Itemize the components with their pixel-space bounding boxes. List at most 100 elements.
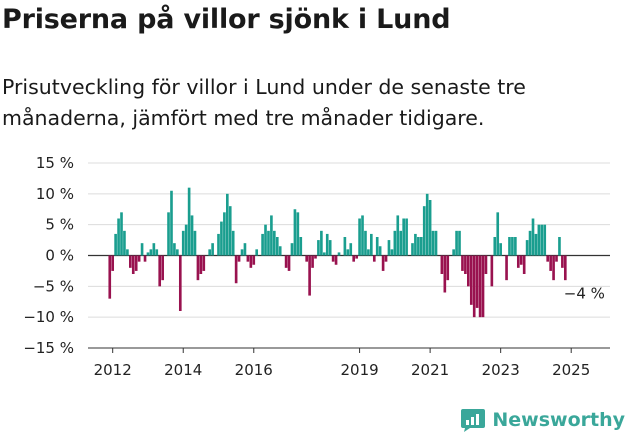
- bar: [202, 255, 206, 271]
- bar: [120, 212, 123, 256]
- bar: [446, 255, 450, 281]
- bar: [196, 255, 200, 281]
- bar: [519, 255, 523, 265]
- bar: [264, 224, 267, 256]
- bar: [287, 255, 291, 271]
- bar: [493, 237, 497, 256]
- bar: [496, 212, 500, 256]
- bar: [143, 255, 147, 262]
- bar: [123, 230, 126, 256]
- x-tick-label: 2012: [94, 361, 132, 379]
- y-tick-label: 10 %: [36, 185, 74, 203]
- bar: [261, 233, 264, 256]
- bar: [234, 255, 238, 284]
- bar: [334, 255, 338, 265]
- bar: [558, 237, 561, 256]
- y-tick-label: 5 %: [45, 216, 74, 234]
- y-tick-label: −10 %: [23, 308, 74, 326]
- bar: [337, 252, 341, 256]
- bar: [484, 255, 488, 274]
- bar: [399, 230, 403, 256]
- bar: [455, 230, 458, 256]
- bar: [464, 255, 467, 274]
- bar: [225, 193, 229, 256]
- bar: [178, 255, 182, 311]
- bar: [511, 237, 514, 256]
- bar: [381, 255, 385, 271]
- bar: [402, 218, 405, 256]
- bar: [555, 255, 558, 262]
- bar: [370, 233, 373, 256]
- bar: [223, 212, 226, 256]
- bar: [522, 255, 526, 274]
- bar: [372, 255, 376, 262]
- bar: [275, 237, 279, 256]
- bar: [417, 237, 420, 256]
- bar: [328, 240, 332, 256]
- bar: [126, 249, 129, 256]
- bar: [434, 230, 438, 256]
- bar: [246, 255, 250, 262]
- bar: [237, 255, 241, 262]
- bar: [469, 255, 473, 305]
- bar: [146, 252, 150, 256]
- bar: [390, 249, 394, 256]
- bar: [299, 237, 303, 256]
- brand-name: Newsworthy: [492, 409, 625, 431]
- bar: [284, 255, 288, 268]
- bar: [325, 233, 329, 256]
- x-tick-label: 2019: [340, 361, 378, 379]
- y-tick-label: 0 %: [45, 247, 74, 265]
- bar: [187, 187, 191, 256]
- bar: [528, 230, 532, 256]
- bar: [208, 249, 212, 256]
- bar: [387, 240, 391, 256]
- bar: [358, 218, 361, 256]
- bar: [267, 230, 270, 256]
- bar: [184, 224, 188, 256]
- bar: [361, 215, 364, 256]
- bar: [176, 249, 179, 256]
- bar: [516, 255, 520, 268]
- bar: [428, 200, 432, 256]
- newsworthy-logo-icon: [461, 409, 486, 432]
- bar: [149, 249, 153, 256]
- bar: [367, 249, 370, 256]
- bar: [466, 255, 470, 287]
- x-tick-label: 2025: [552, 361, 590, 379]
- bar: [375, 237, 379, 256]
- bar: [311, 255, 314, 268]
- x-tick-label: 2014: [164, 361, 202, 379]
- bar: [349, 243, 353, 256]
- bar: [561, 255, 564, 268]
- last-value-annotation: −4 %: [564, 284, 605, 302]
- bar: [152, 243, 156, 256]
- brand-logo: Newsworthy: [460, 407, 625, 433]
- bar: [293, 209, 297, 256]
- bar: [475, 255, 479, 308]
- bar: [231, 230, 235, 256]
- bar: [405, 218, 408, 256]
- bar: [355, 255, 358, 259]
- bar: [352, 255, 356, 262]
- bar: [220, 221, 223, 256]
- bar: [425, 193, 429, 256]
- bar: [490, 255, 494, 287]
- y-tick-label: −5 %: [33, 277, 74, 295]
- bar: [431, 230, 435, 256]
- bar: [508, 237, 511, 256]
- chart-subtitle: Prisutveckling för villor i Lund under d…: [2, 75, 526, 130]
- bar: [543, 224, 547, 256]
- bar: [472, 255, 476, 318]
- bar: [199, 255, 203, 274]
- bar: [505, 255, 508, 281]
- bar: [419, 237, 423, 256]
- bar: [317, 240, 320, 256]
- bar: [243, 243, 247, 256]
- bar: [414, 233, 417, 256]
- bar: [134, 255, 138, 271]
- bar: [211, 243, 214, 256]
- bar: [525, 240, 529, 256]
- bar: [440, 255, 444, 274]
